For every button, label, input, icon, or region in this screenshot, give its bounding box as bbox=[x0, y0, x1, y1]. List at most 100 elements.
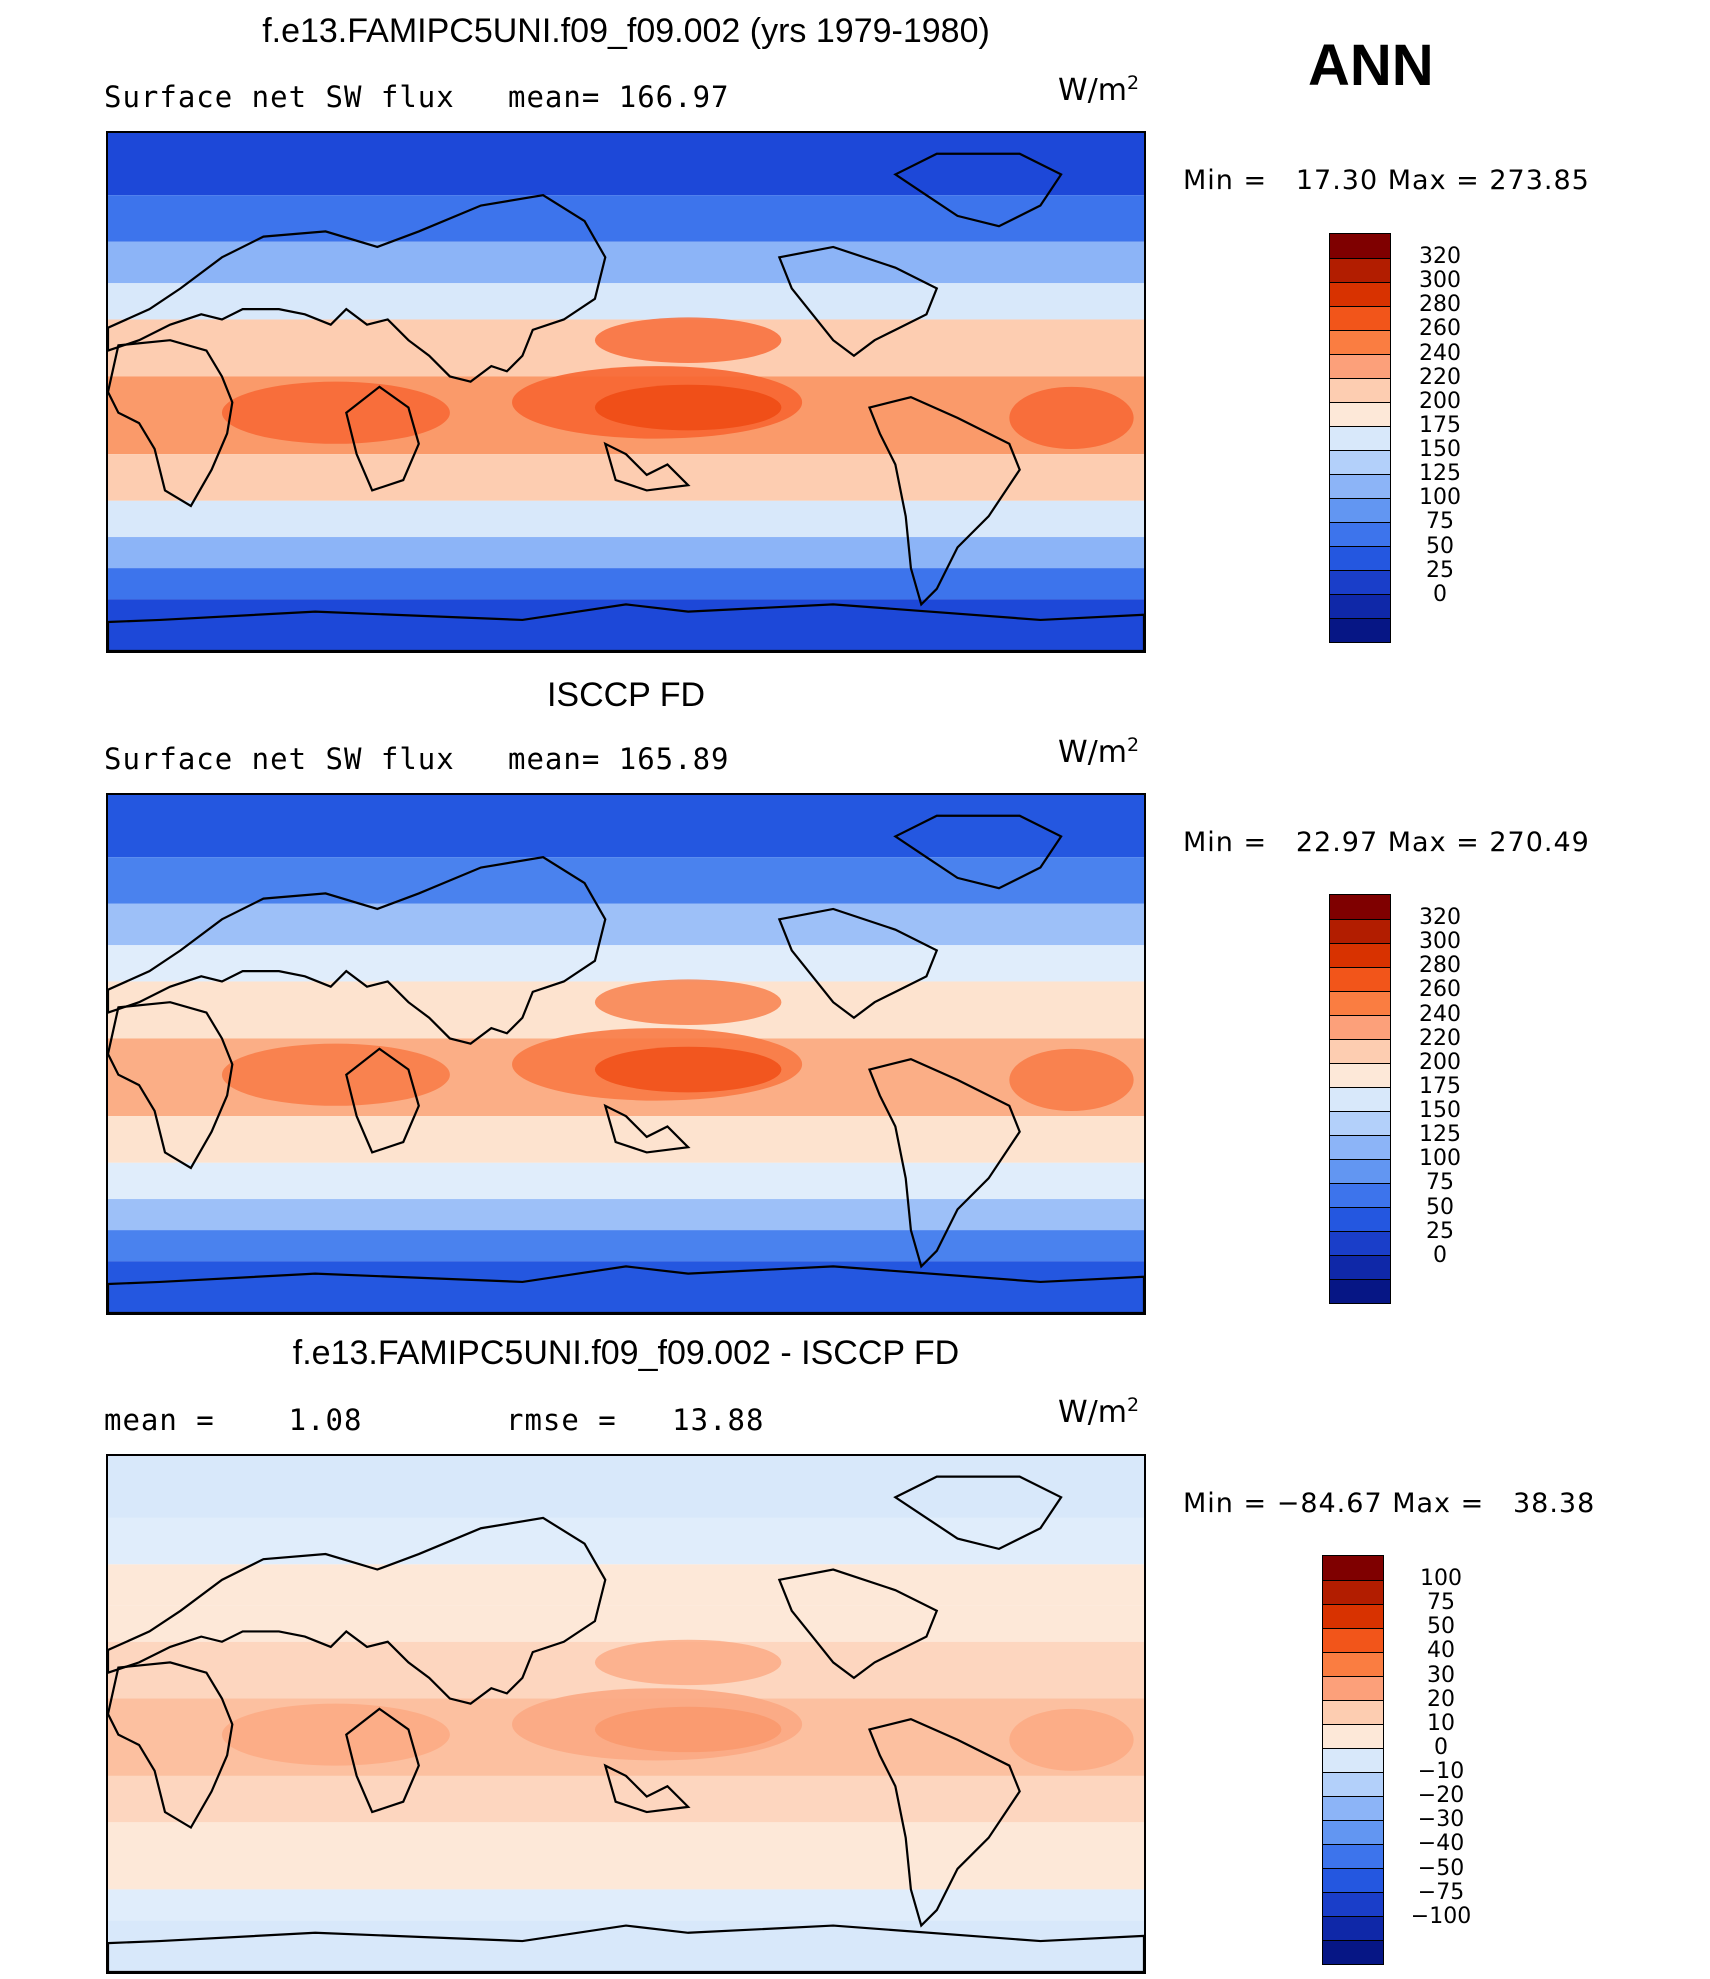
colorbar-swatch bbox=[1323, 1844, 1383, 1868]
colorbar-swatch bbox=[1330, 1279, 1390, 1303]
band-high-north bbox=[108, 1517, 1144, 1565]
units-label: W/m2 bbox=[1058, 734, 1140, 770]
band-polar-south bbox=[108, 1261, 1144, 1313]
coastlines bbox=[108, 154, 1144, 651]
colorbar-tick-label: 320 bbox=[1419, 905, 1461, 931]
colorbar-swatch bbox=[1330, 258, 1390, 282]
band-high-north bbox=[108, 857, 1144, 904]
units-label: W/m2 bbox=[1058, 72, 1140, 108]
band-high-south bbox=[108, 1889, 1144, 1921]
colorbar-swatch bbox=[1323, 1892, 1383, 1916]
colorbar-swatch bbox=[1323, 1628, 1383, 1652]
colorbar-tick-label: 175 bbox=[1419, 1073, 1461, 1099]
colorbar-swatch bbox=[1330, 1063, 1390, 1087]
coastline bbox=[108, 1266, 1144, 1313]
colorbar-tick-label: 50 bbox=[1427, 1614, 1455, 1640]
coastlines bbox=[108, 1477, 1144, 1972]
colorbar-tick-label: 175 bbox=[1419, 412, 1461, 438]
colorbar-tick-label: 240 bbox=[1419, 1001, 1461, 1027]
colorbar-tick-label: 125 bbox=[1419, 1122, 1461, 1148]
band-subtropic-south bbox=[108, 1116, 1144, 1163]
band-mid-north bbox=[108, 1564, 1144, 1606]
colorbar-swatch bbox=[1330, 474, 1390, 498]
panel-variable-label: Surface net SW flux bbox=[104, 80, 455, 114]
min-max-label: Min = −84.67 Max = 38.38 bbox=[1183, 1488, 1596, 1519]
colorbar-tick-label: 280 bbox=[1419, 953, 1461, 979]
colorbar-swatch bbox=[1330, 1039, 1390, 1063]
colorbar-swatch bbox=[1330, 546, 1390, 570]
panel-title: f.e13.FAMIPC5UNI.f09_f09.002 - ISCCP FD bbox=[292, 1334, 960, 1372]
colorbar-tick-label: 300 bbox=[1419, 929, 1461, 955]
coastline bbox=[779, 1570, 936, 1678]
coastline bbox=[869, 397, 1019, 604]
band-polar-north bbox=[108, 1456, 1144, 1518]
coastline bbox=[108, 857, 605, 1043]
panel-title: ISCCP FD bbox=[546, 676, 706, 714]
colorbar-swatch bbox=[1323, 1820, 1383, 1844]
colorbar-swatch bbox=[1330, 282, 1390, 306]
colorbar-swatch bbox=[1323, 1748, 1383, 1772]
warm-core-north-pacific bbox=[594, 1639, 782, 1686]
coastline bbox=[346, 1049, 419, 1153]
colorbar-swatch bbox=[1330, 919, 1390, 943]
colorbar-swatch bbox=[1323, 1556, 1383, 1580]
colorbar-tick-label: −50 bbox=[1417, 1855, 1465, 1881]
coastline bbox=[779, 909, 936, 1018]
band-low-north bbox=[108, 945, 1144, 982]
colorbar-ticks: 100 75 50 40 30 20 10 0 −10 −20 −30 −40 −50 −75 −100 bbox=[1393, 1555, 1489, 1965]
colorbar-tick-label: −30 bbox=[1417, 1807, 1465, 1833]
band-low-south bbox=[108, 1162, 1144, 1200]
colorbar-swatch bbox=[1330, 967, 1390, 991]
band-polar-north bbox=[108, 795, 1144, 858]
colorbar-tick-label: 50 bbox=[1426, 533, 1454, 559]
band-polar-south bbox=[108, 1920, 1144, 1972]
colorbar-swatch bbox=[1330, 1087, 1390, 1111]
warm-core-pacific-peak bbox=[594, 1706, 782, 1753]
band-mid-south bbox=[108, 537, 1144, 569]
panel-variable-label: Surface net SW flux bbox=[104, 742, 455, 776]
panel-rmse-label: rmse = 13.88 bbox=[506, 1403, 765, 1437]
colorbar-tick-label: −10 bbox=[1417, 1759, 1465, 1785]
colorbar-tick-label: 25 bbox=[1426, 557, 1454, 583]
colorbar-swatch bbox=[1330, 594, 1390, 618]
colorbar bbox=[1329, 233, 1391, 643]
colorbar-swatch bbox=[1330, 378, 1390, 402]
coastline bbox=[779, 247, 936, 356]
colorbar-swatch bbox=[1330, 991, 1390, 1015]
colorbar-swatch bbox=[1330, 1207, 1390, 1231]
coastline bbox=[895, 154, 1061, 227]
colorbar-tick-label: 10 bbox=[1427, 1710, 1455, 1736]
coastline bbox=[869, 1059, 1019, 1266]
colorbar-tick-label: 220 bbox=[1419, 364, 1461, 390]
colorbar-tick-label: −20 bbox=[1417, 1783, 1465, 1809]
panel-title: f.e13.FAMIPC5UNI.f09_f09.002 (yrs 1979-1… bbox=[262, 12, 990, 50]
band-subtropic-south bbox=[108, 1775, 1144, 1823]
colorbar-tick-label: 50 bbox=[1426, 1194, 1454, 1220]
colorbar-swatch bbox=[1323, 1724, 1383, 1748]
colorbar-tick-label: 260 bbox=[1419, 977, 1461, 1003]
warm-core-atlantic bbox=[1009, 1048, 1134, 1111]
colorbar-swatch bbox=[1330, 402, 1390, 426]
colorbar-tick-label: 240 bbox=[1419, 340, 1461, 366]
units-label: W/m2 bbox=[1058, 1394, 1140, 1430]
colorbar-tick-label: 20 bbox=[1427, 1686, 1455, 1712]
colorbar-tick-label: 0 bbox=[1434, 1734, 1448, 1760]
colorbar-swatch bbox=[1330, 618, 1390, 642]
colorbar-swatch bbox=[1330, 426, 1390, 450]
colorbar-tick-label: 200 bbox=[1419, 1049, 1461, 1075]
warm-core-pacific-peak bbox=[594, 1046, 782, 1093]
colorbar-tick-label: 75 bbox=[1426, 509, 1454, 535]
colorbar-tick-label: 150 bbox=[1419, 437, 1461, 463]
warm-core-north-pacific bbox=[594, 317, 782, 363]
band-polar-south bbox=[108, 599, 1144, 651]
colorbar-ticks: 320 300 280 260 240 220 200 175 150 125 100 75 50 25 0 bbox=[1400, 233, 1480, 643]
colorbar bbox=[1329, 894, 1391, 1304]
colorbar-tick-label: 200 bbox=[1419, 388, 1461, 414]
band-low-south bbox=[108, 500, 1144, 538]
coastline bbox=[869, 1719, 1019, 1925]
coastline bbox=[108, 1662, 232, 1827]
band-polar-north bbox=[108, 133, 1144, 196]
colorbar bbox=[1322, 1555, 1384, 1965]
colorbar-tick-label: 75 bbox=[1427, 1590, 1455, 1616]
colorbar-swatch bbox=[1330, 330, 1390, 354]
